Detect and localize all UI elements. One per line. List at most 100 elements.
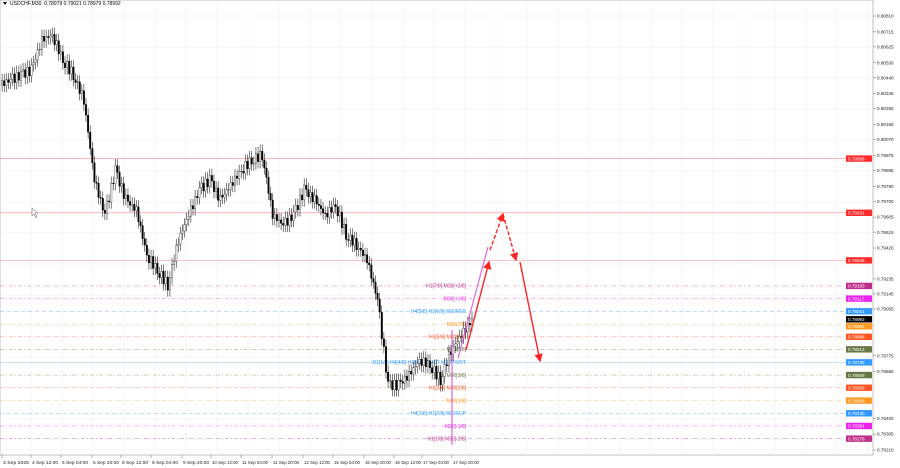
candle-body (189, 205, 192, 217)
candle-body (108, 200, 111, 203)
candle-body (357, 248, 360, 251)
candle-body (456, 341, 459, 345)
candle-body (61, 51, 64, 64)
candle-body (87, 114, 90, 133)
candle-body (57, 40, 60, 55)
candle-body (315, 195, 318, 205)
candle-body (30, 64, 33, 77)
candle-body (422, 357, 425, 366)
candle-body (196, 196, 199, 199)
x-tick-label: 9 Sep 20:00 (183, 460, 209, 465)
y-tick-label: 0.79235 (877, 277, 894, 282)
candle-body (317, 203, 320, 206)
candle-body (294, 205, 297, 213)
candle-body (271, 199, 274, 219)
candle-body (179, 233, 182, 245)
candle-body (313, 195, 316, 203)
candle-body (437, 371, 440, 380)
y-tick-label: 0.79055 (877, 307, 894, 312)
candle-body (259, 151, 262, 162)
candle-body (401, 381, 404, 384)
y-tick-label: 0.80715 (877, 29, 894, 34)
candle-body (353, 238, 356, 246)
price-tag-label: 0.78659 (848, 373, 865, 378)
candle-body (387, 372, 390, 382)
candle-body (397, 379, 400, 391)
candle-body (17, 72, 20, 81)
price-tag-label: 0.78430 (848, 411, 865, 416)
candle-body (116, 165, 119, 173)
y-tick-label: 0.79885 (877, 168, 894, 173)
y-tick-label: 0.80810 (877, 14, 894, 19)
candle-body (150, 256, 152, 264)
candle-body (135, 206, 138, 211)
candle-body (280, 219, 283, 224)
candle-body (414, 366, 417, 368)
candle-body (93, 162, 96, 183)
candle-body (391, 380, 394, 390)
candle-body (286, 218, 289, 226)
candle-body (238, 171, 241, 179)
candle-body (374, 281, 377, 294)
y-tick-label: 0.78210 (877, 448, 894, 453)
candle-body (303, 184, 306, 201)
price-tag-label: 0.79193 (848, 284, 865, 289)
candle-body (141, 225, 144, 239)
candle-body (183, 224, 186, 232)
candle-body (320, 205, 322, 209)
candle-body (399, 379, 402, 382)
candle-body (234, 175, 236, 186)
candle-body (198, 187, 201, 199)
price-tag (846, 323, 872, 330)
candle-body (395, 380, 398, 391)
candle-body (38, 49, 41, 50)
candle-body (250, 157, 253, 165)
y-tick-label: 0.80345 (877, 91, 894, 96)
candle-body (288, 214, 291, 226)
candle-body (202, 182, 205, 192)
candle-body (305, 184, 308, 190)
candle-body (290, 214, 293, 221)
level-label: M30[+1/8] (444, 296, 467, 302)
x-tick-label: 15 Sep 20:00 (365, 460, 391, 465)
price-tag-label: 0.79041 (848, 309, 865, 314)
candle-body (215, 187, 218, 192)
level-label: H1[1/8] M30[-2/8] (427, 436, 466, 442)
dropdown-triangle-icon[interactable] (3, 2, 7, 6)
price-tag (846, 397, 872, 404)
y-tick-label: 0.79420 (877, 246, 894, 251)
candle-body (236, 175, 238, 179)
candle-body (114, 165, 117, 184)
candle-body (185, 219, 188, 225)
candle-body (359, 248, 362, 251)
candle-body (355, 238, 358, 251)
candle-body (122, 183, 125, 199)
candle-body (334, 204, 337, 207)
candle-body (208, 175, 211, 188)
x-tick-label: 15 Sep 04:00 (334, 460, 360, 465)
candle-body (225, 189, 228, 195)
price-tag-label: 0.79631 (848, 211, 865, 216)
level-label: M30[1/8] (447, 398, 467, 404)
candle-body (343, 224, 345, 229)
candle-body (171, 264, 173, 279)
candle-body (265, 167, 268, 178)
candle-body (97, 183, 100, 198)
candle-body (1, 80, 4, 86)
candle-body (154, 262, 157, 269)
level-label: M30[7/8] (447, 322, 467, 328)
candle-body (240, 170, 243, 172)
candle-body (158, 273, 161, 278)
x-tick-label: 8 Sep 12:00 (122, 460, 148, 465)
candle-body (145, 244, 148, 256)
candle-body (152, 256, 155, 269)
candle-body (328, 207, 331, 218)
candle-body (59, 51, 62, 55)
candle-body (418, 359, 421, 364)
candle-body (416, 363, 419, 367)
y-tick-label: 0.80530 (877, 60, 894, 65)
candle-body (99, 197, 102, 199)
candle-body (330, 207, 333, 213)
x-tick-label: 17 Sep 04:00 (423, 460, 449, 465)
